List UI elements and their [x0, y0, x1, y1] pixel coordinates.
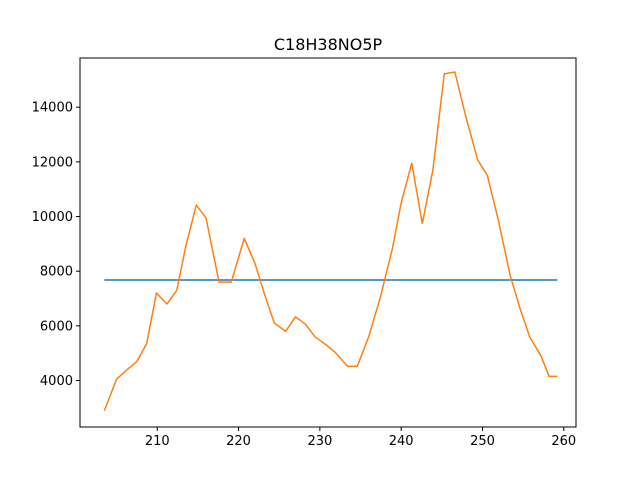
- y-axis: 4000 6000 8000 10000 12000 14000: [32, 101, 80, 389]
- y-tick-label: 8000: [40, 265, 73, 280]
- y-tick-label: 12000: [32, 155, 73, 170]
- x-axis: 210 220 230 240 250 260: [145, 427, 576, 449]
- x-tick-label: 210: [145, 434, 170, 449]
- series-line-2: [103, 71, 558, 411]
- plot-frame: [79, 57, 577, 428]
- y-tick-label: 6000: [40, 319, 73, 334]
- y-tick-label: 14000: [32, 101, 73, 116]
- x-tick-label: 250: [470, 434, 495, 449]
- y-tick-label: 10000: [32, 210, 73, 225]
- x-tick-label: 220: [226, 434, 251, 449]
- chart-title: C18H38NO5P: [274, 35, 383, 54]
- x-tick-label: 230: [307, 434, 332, 449]
- x-tick-label: 240: [389, 434, 414, 449]
- x-tick-label: 260: [551, 434, 576, 449]
- series-layer: [103, 71, 558, 411]
- y-tick-label: 4000: [40, 374, 73, 389]
